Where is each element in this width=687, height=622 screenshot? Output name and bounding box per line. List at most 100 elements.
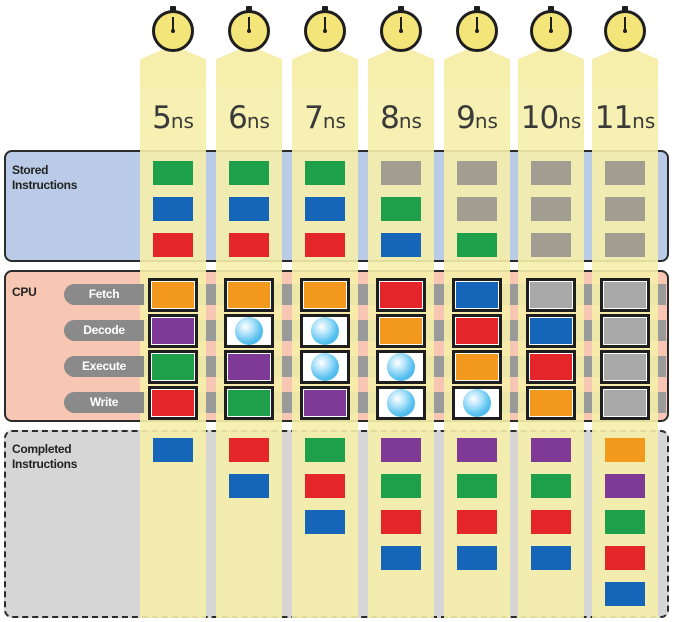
completed-instruction-block [531,546,571,570]
time-unit: ns [322,109,346,133]
cpu-instruction-block [228,390,270,416]
stored-instruction-block [605,161,645,185]
clock-icon [228,10,270,52]
time-label: 10ns [512,100,590,136]
cpu-instruction-block [456,282,498,308]
completed-instruction-block [531,510,571,534]
stored-instruction-block [605,197,645,221]
clock-icon [380,10,422,52]
cpu-instruction-block [530,390,572,416]
time-value: 5 [152,100,172,136]
stored-instruction-block [381,233,421,257]
completed-instruction-block [229,438,269,462]
stored-instruction-block [153,161,193,185]
stored-instruction-block [381,197,421,221]
completed-instruction-block [381,546,421,570]
stored-instruction-block [305,161,345,185]
time-label: 11ns [586,100,664,136]
clock-icon [304,10,346,52]
completed-instruction-block [605,582,645,606]
completed-instruction-block [305,474,345,498]
stage-label-write: Write [64,392,144,413]
time-unit: ns [246,109,270,133]
cpu-instruction-block [604,282,646,308]
cpu-instruction-block [530,354,572,380]
cpu-instruction-block [530,318,572,344]
completed-instruction-block [531,438,571,462]
stored-instruction-block [531,161,571,185]
cpu-label: CPU [12,285,37,299]
cpu-instruction-block [380,318,422,344]
cpu-instruction-block [152,390,194,416]
stored-instruction-block [531,197,571,221]
cpu-instruction-block [604,390,646,416]
clock-knob [322,6,328,11]
time-value: 11 [594,100,633,136]
clock-knob [474,6,480,11]
cpu-instruction-block [228,354,270,380]
completed-instruction-block [457,546,497,570]
stored-instruction-block [457,161,497,185]
time-unit: ns [170,109,194,133]
cpu-instruction-block [304,390,346,416]
clock-knob [548,6,554,11]
time-unit: ns [558,109,582,133]
time-value: 6 [228,100,248,136]
pipeline-bubble-icon [387,353,415,381]
cpu-instruction-block [456,354,498,380]
stored-instruction-block [305,197,345,221]
time-label: 8ns [362,100,440,136]
clock-knob [170,6,176,11]
stored-instruction-block [305,233,345,257]
completed-instruction-block [153,438,193,462]
cpu-instruction-block [152,318,194,344]
pipeline-bubble-icon [311,353,339,381]
completed-instruction-block [605,510,645,534]
stored-instruction-block [457,197,497,221]
cpu-instruction-block [380,282,422,308]
completed-instruction-block [229,474,269,498]
time-label: 7ns [286,100,364,136]
time-unit: ns [632,109,656,133]
cpu-instruction-block [530,282,572,308]
completed-instruction-block [305,438,345,462]
completed-instruction-block [381,510,421,534]
time-value: 7 [304,100,324,136]
time-label: 9ns [438,100,516,136]
stage-label-execute: Execute [64,356,144,377]
pipeline-bubble-icon [235,317,263,345]
stored-instruction-block [229,161,269,185]
clock-knob [246,6,252,11]
time-unit: ns [398,109,422,133]
completed-instruction-block [457,474,497,498]
stage-label-fetch: Fetch [64,284,144,305]
completed-instruction-block [605,474,645,498]
completed-instruction-block [531,474,571,498]
completed-instruction-block [305,510,345,534]
clock-icon [152,10,194,52]
cpu-instruction-block [304,282,346,308]
cpu-instruction-block [228,282,270,308]
completed-instruction-block [605,438,645,462]
pipeline-bubble-icon [311,317,339,345]
time-value: 10 [520,100,559,136]
clock-knob [398,6,404,11]
completed-instruction-block [381,474,421,498]
clock-knob [622,6,628,11]
cpu-instruction-block [152,282,194,308]
stored-instruction-block [605,233,645,257]
completed-instruction-block [381,438,421,462]
pipeline-bubble-icon [387,389,415,417]
completed-instruction-block [457,510,497,534]
clock-icon [604,10,646,52]
clock-icon [456,10,498,52]
stored-instructions-label: Stored Instructions [12,163,78,192]
pipeline-bubble-icon [463,389,491,417]
stored-instruction-block [229,197,269,221]
time-value: 9 [456,100,476,136]
time-label: 6ns [210,100,288,136]
cpu-instruction-block [604,318,646,344]
time-label: 5ns [134,100,212,136]
stage-label-decode: Decode [64,320,144,341]
